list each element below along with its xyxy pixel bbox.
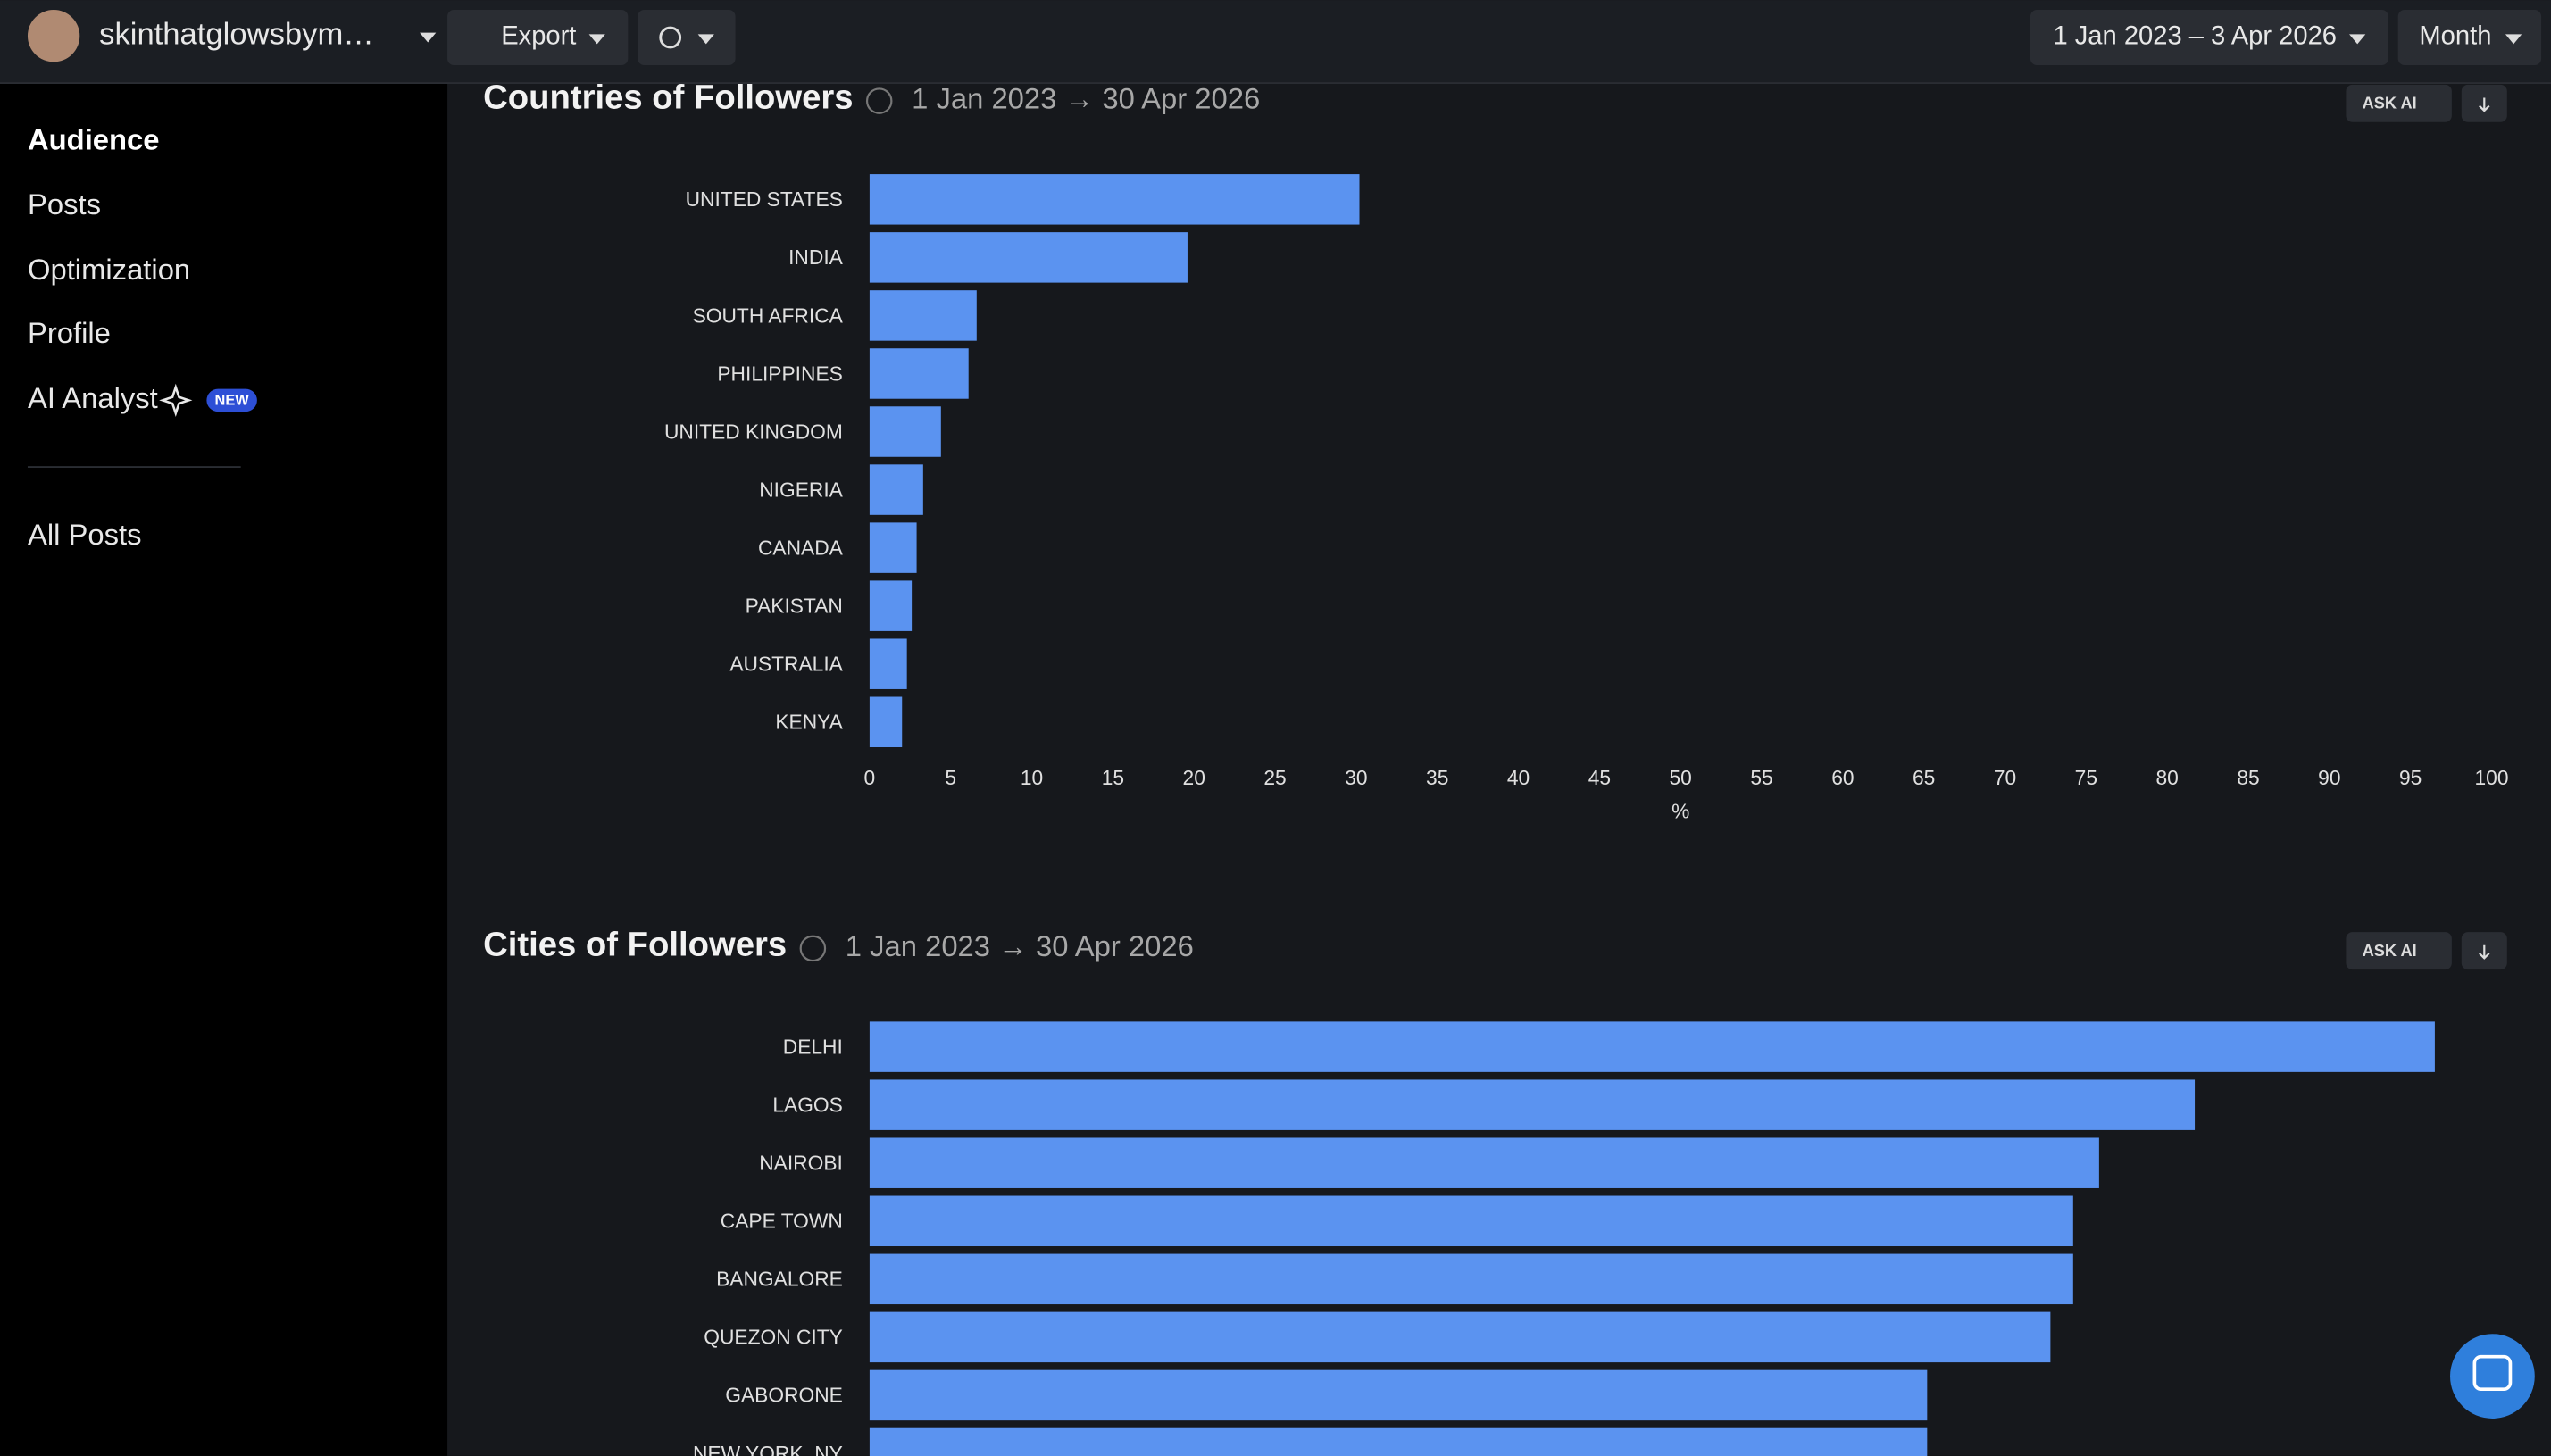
badge-label: NEW [215, 393, 250, 409]
category-label: NAIROBI [759, 1152, 843, 1175]
bar [869, 1195, 2073, 1247]
nav-item[interactable]: AI Analyst [28, 381, 158, 414]
period-button[interactable] [2397, 10, 2542, 66]
chart-title: Cities of Followers [483, 926, 787, 964]
bar [869, 174, 1360, 225]
category-label: CAPE TOWN [721, 1210, 843, 1233]
category-label: KENYA [775, 711, 843, 734]
chart-subtitle: 1 Jan 2023 → 30 Apr 2026 [912, 82, 1260, 115]
nav-item[interactable]: Optimization [28, 253, 190, 286]
bar [869, 464, 923, 515]
x-tick-label: 5 [945, 766, 956, 789]
settings-button[interactable] [638, 10, 736, 66]
x-tick-label: 30 [1345, 766, 1367, 789]
nav-item[interactable]: All Posts [28, 518, 142, 551]
category-label: UNITED KINGDOM [664, 420, 843, 443]
x-tick-label: 15 [1102, 766, 1124, 789]
category-label: UNITED STATES [686, 187, 843, 211]
caret [588, 34, 605, 45]
download-icon [2479, 97, 2490, 112]
caret [2505, 34, 2522, 45]
nav-item[interactable]: Profile [28, 316, 111, 349]
bar [869, 348, 969, 399]
ask-ai-label: ASK AI [2363, 95, 2417, 112]
ask-ai-button[interactable] [2346, 932, 2452, 970]
bar [869, 1427, 1928, 1456]
category-label: CANADA [758, 536, 844, 559]
caret [2349, 34, 2366, 45]
bar [869, 232, 1188, 283]
x-tick-label: 20 [1183, 766, 1205, 789]
category-label: AUSTRALIA [729, 653, 843, 676]
x-tick-label: 80 [2156, 766, 2179, 789]
download-icon [2479, 944, 2490, 960]
nav-item[interactable]: Audience [28, 122, 160, 155]
category-label: GABORONE [725, 1384, 843, 1407]
chat-button[interactable] [2450, 1334, 2535, 1419]
caret [420, 32, 437, 43]
x-tick-label: 50 [1670, 766, 1692, 789]
date-range-button[interactable] [2030, 10, 2388, 66]
category-label: LAGOS [772, 1094, 842, 1117]
x-tick-label: 10 [1021, 766, 1043, 789]
category-label: BANGALORE [716, 1268, 843, 1291]
badge [206, 388, 257, 412]
bar [869, 522, 917, 573]
x-tick-label: 25 [1263, 766, 1286, 789]
x-tick-label: 35 [1426, 766, 1448, 789]
x-tick-label: 95 [2399, 766, 2422, 789]
export-button[interactable] [447, 10, 629, 66]
help-icon[interactable] [799, 935, 827, 962]
sidebar [0, 83, 448, 1456]
gear-icon [659, 26, 682, 49]
category-label: NIGERIA [759, 478, 843, 501]
x-tick-label: 100 [2475, 766, 2509, 789]
category-label: DELHI [783, 1035, 843, 1058]
x-axis-label: % [1671, 799, 1689, 822]
x-tick-label: 40 [1507, 766, 1530, 789]
chart-title: Countries of Followers [483, 78, 853, 116]
export-label: Export [501, 22, 576, 51]
bar [869, 638, 907, 689]
date-range: 1 Jan 2023 – 3 Apr 2026 [2053, 22, 2337, 51]
x-tick-label: 55 [1750, 766, 1772, 789]
x-tick-label: 70 [1994, 766, 2016, 789]
bar [869, 696, 903, 748]
category-label: INDIA [788, 245, 844, 269]
bar [869, 1311, 2051, 1363]
x-tick-label: 0 [864, 766, 876, 789]
bar [869, 1021, 2435, 1072]
caret [697, 34, 714, 45]
category-label: QUEZON CITY [704, 1326, 843, 1349]
x-tick-label: 75 [2075, 766, 2097, 789]
ask-ai-button[interactable] [2346, 84, 2452, 122]
chat-icon [2472, 1354, 2513, 1391]
bar [869, 290, 977, 341]
bar [869, 1079, 2196, 1130]
category-label: SOUTH AFRICA [693, 304, 844, 327]
chart-subtitle: 1 Jan 2023 → 30 Apr 2026 [846, 929, 1194, 962]
help-icon[interactable] [865, 87, 893, 114]
category-label: NEW YORK, NY [693, 1442, 843, 1456]
x-tick-label: 65 [1913, 766, 1935, 789]
ask-ai-label: ASK AI [2363, 942, 2417, 960]
x-tick-label: 45 [1588, 766, 1611, 789]
bar [869, 1369, 1928, 1421]
avatar[interactable] [27, 10, 80, 62]
username[interactable]: skinthatglowsbym… [99, 17, 374, 51]
sparkle-icon [159, 383, 193, 417]
nav-item[interactable]: Posts [28, 187, 101, 220]
period: Month [2419, 22, 2491, 51]
x-tick-label: 90 [2318, 766, 2340, 789]
bar [869, 1253, 2073, 1305]
bar [869, 1137, 2099, 1188]
bar [869, 580, 913, 631]
category-label: PHILIPPINES [717, 362, 842, 385]
category-label: PAKISTAN [746, 595, 843, 618]
x-tick-label: 85 [2237, 766, 2259, 789]
bar [869, 406, 941, 457]
x-tick-label: 60 [1831, 766, 1854, 789]
